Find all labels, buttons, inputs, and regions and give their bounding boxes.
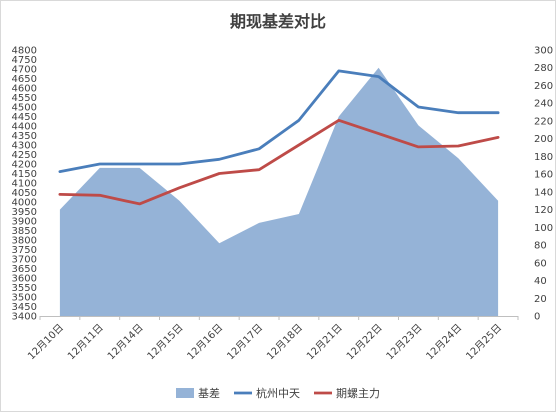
right-axis-ticks: 0 20 40 60 80 100 120 140 160 180 200 220 240 260 280 3… xyxy=(534,46,553,323)
left-axis-tick-label: 4000 xyxy=(12,198,37,209)
left-axis-tick-label: 4150 xyxy=(12,169,37,180)
right-axis-tick-label: 120 xyxy=(534,205,553,216)
left-axis-tick-label: 4200 xyxy=(12,160,37,171)
area-series-0 xyxy=(59,67,499,316)
left-axis-tick-label: 4350 xyxy=(12,131,37,142)
left-axis-tick-label: 3800 xyxy=(12,236,37,247)
right-axis-tick-label: 160 xyxy=(534,170,553,181)
left-axis-tick-label: 3600 xyxy=(12,274,37,285)
right-axis-tick-label: 280 xyxy=(534,63,553,74)
left-axis-tick-label: 4450 xyxy=(12,112,37,123)
right-axis-tick-label: 60 xyxy=(534,258,547,269)
left-axis-tick-label: 3750 xyxy=(12,245,37,256)
left-axis-tick-label: 3850 xyxy=(12,226,37,237)
left-axis-tick-label: 3700 xyxy=(12,255,37,266)
right-axis-tick-label: 40 xyxy=(534,276,547,287)
legend-label-2: 期螺主力 xyxy=(336,387,380,400)
left-axis-tick-label: 4800 xyxy=(12,46,37,57)
right-axis-tick-label: 260 xyxy=(534,81,553,92)
legend-label-1: 杭州中天 xyxy=(256,386,300,400)
right-axis-tick-label: 20 xyxy=(534,294,547,305)
right-axis-tick-label: 180 xyxy=(534,152,553,163)
left-axis-tick-label: 4300 xyxy=(12,141,37,152)
right-axis-tick-label: 80 xyxy=(534,241,547,252)
legend-label-0: 基差 xyxy=(198,386,220,400)
axes-layer xyxy=(39,316,519,320)
left-axis-tick-label: 4700 xyxy=(12,65,37,76)
left-axis-tick-label: 3500 xyxy=(12,293,37,304)
left-axis-ticks: 3400345035003550360036503700375038003850… xyxy=(12,46,37,323)
line-series-1 xyxy=(58,69,500,173)
left-axis-tick-label: 3550 xyxy=(12,283,37,294)
area-series-layer xyxy=(59,67,499,316)
left-axis-tick-label: 4250 xyxy=(12,150,37,161)
right-axis-tick-label: 0 xyxy=(534,312,540,323)
right-axis-tick-label: 100 xyxy=(534,223,553,234)
left-axis-tick-label: 4050 xyxy=(12,188,37,199)
left-axis-tick-label: 3450 xyxy=(12,302,37,313)
left-axis-tick-label: 3900 xyxy=(12,217,37,228)
right-axis-tick-label: 300 xyxy=(534,46,553,57)
right-axis-tick-label: 240 xyxy=(534,99,553,110)
left-axis-tick-label: 4750 xyxy=(12,55,37,66)
left-axis-tick-label: 4100 xyxy=(12,179,37,190)
left-axis-tick-label: 4600 xyxy=(12,84,37,95)
legend-swatch-0 xyxy=(176,388,194,398)
left-axis-tick-label: 3950 xyxy=(12,207,37,218)
line-series-2 xyxy=(58,118,500,206)
chart-title: 期现基差对比 xyxy=(230,12,326,31)
line-series-layer xyxy=(58,69,500,206)
legend: 基差 杭州中天 期螺主力 xyxy=(176,386,380,400)
left-axis-tick-label: 3400 xyxy=(12,312,37,323)
left-axis-tick-label: 4400 xyxy=(12,122,37,133)
left-axis-tick-label: 3650 xyxy=(12,264,37,275)
left-axis-tick-label: 4650 xyxy=(12,74,37,85)
left-axis-tick-label: 4550 xyxy=(12,93,37,104)
right-axis-tick-label: 220 xyxy=(534,116,553,127)
right-axis-tick-label: 200 xyxy=(534,134,553,145)
right-axis-tick-label: 140 xyxy=(534,187,553,198)
left-axis-tick-label: 4500 xyxy=(12,103,37,114)
